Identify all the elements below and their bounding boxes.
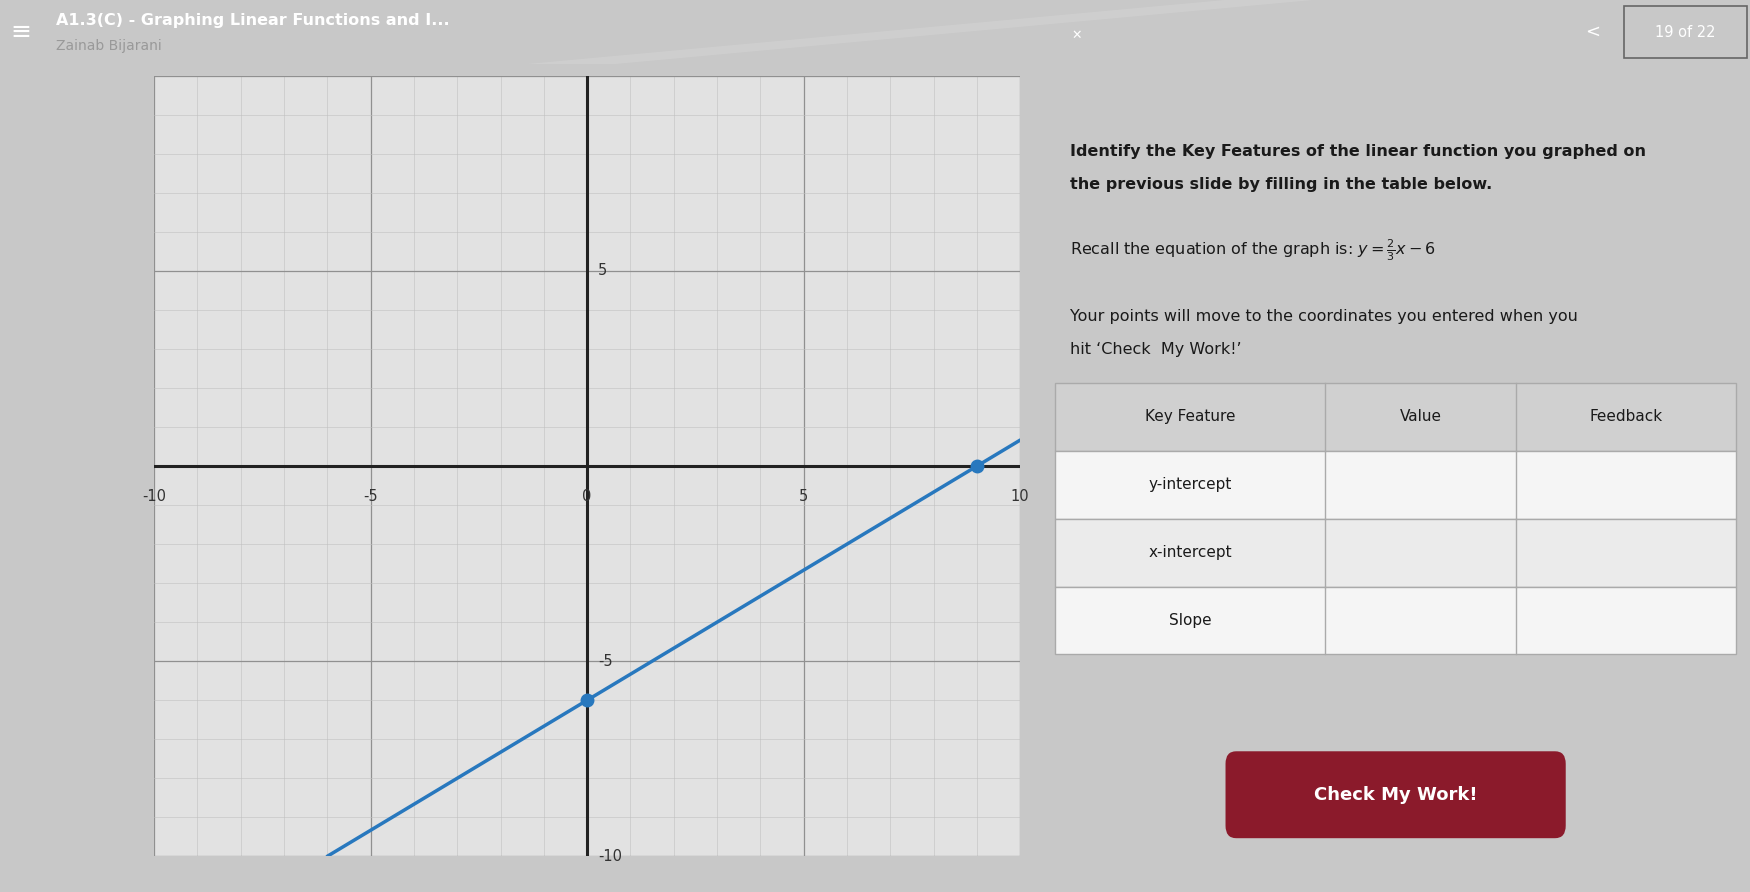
Text: ≡: ≡ [10, 21, 31, 44]
Text: the previous slide by filling in the table below.: the previous slide by filling in the tab… [1069, 177, 1491, 192]
Text: 10: 10 [1011, 490, 1029, 505]
Bar [1055, 383, 1736, 450]
Text: -5: -5 [598, 654, 612, 669]
Text: Slope: Slope [1169, 613, 1211, 628]
Text: Recall the equation of the graph is: $y = \frac{2}{3}x - 6$: Recall the equation of the graph is: $y … [1069, 237, 1435, 263]
Text: Key Feature: Key Feature [1144, 409, 1236, 425]
Text: Feedback: Feedback [1589, 409, 1662, 425]
Text: Value: Value [1400, 409, 1442, 425]
Text: A1.3(C) - Graphing Linear Functions and I...: A1.3(C) - Graphing Linear Functions and … [56, 13, 450, 28]
Bar [1055, 450, 1736, 518]
Text: 5: 5 [800, 490, 808, 505]
Text: y-intercept: y-intercept [1148, 477, 1232, 492]
FancyBboxPatch shape [1225, 751, 1566, 838]
Bar [1624, 6, 1746, 58]
Text: Check My Work!: Check My Work! [1314, 786, 1477, 804]
Text: -5: -5 [364, 490, 378, 505]
Text: -10: -10 [142, 490, 166, 505]
Bar [1055, 518, 1736, 587]
Text: hit ‘Check  My Work!’: hit ‘Check My Work!’ [1069, 343, 1241, 358]
Text: x-intercept: x-intercept [1148, 545, 1232, 560]
Text: ✕: ✕ [1071, 29, 1082, 42]
Text: Identify the Key Features of the linear function you graphed on: Identify the Key Features of the linear … [1069, 144, 1645, 159]
Text: 0: 0 [583, 490, 592, 505]
Text: Your points will move to the coordinates you entered when you: Your points will move to the coordinates… [1069, 310, 1577, 324]
Text: Zainab Bijarani: Zainab Bijarani [56, 39, 161, 54]
Text: 5: 5 [598, 263, 607, 278]
Bar [1055, 587, 1736, 655]
Text: 19 of 22: 19 of 22 [1656, 25, 1715, 39]
Polygon shape [525, 0, 1312, 64]
Text: -10: -10 [598, 849, 621, 863]
Text: <: < [1586, 23, 1600, 41]
